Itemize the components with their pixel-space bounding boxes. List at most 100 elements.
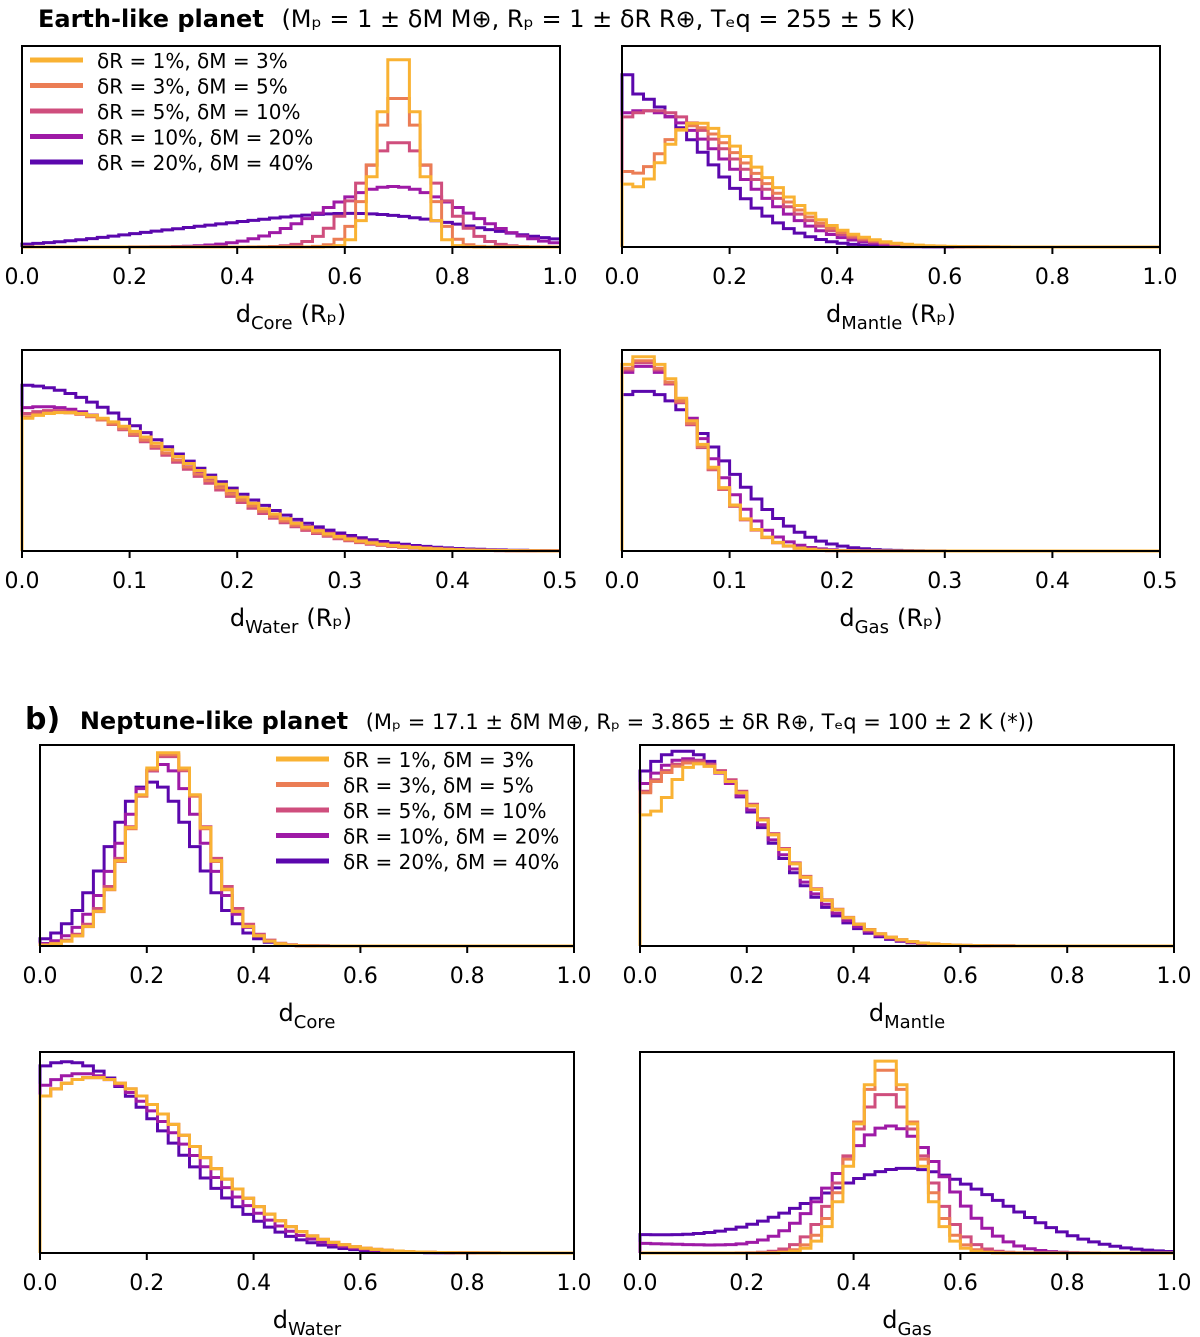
legend-label: δR = 5%, δM = 10% (343, 799, 546, 823)
legend-entry-4: δR = 10%, δM = 20% (276, 825, 559, 849)
legend-entry-1: δR = 1%, δM = 3% (276, 748, 534, 772)
series-line-3 (38, 1076, 574, 1255)
x-tick-label: 0.0 (605, 265, 640, 290)
x-tick-label: 0.2 (729, 964, 764, 989)
panel-a-mantle: 0.0 0.2 0.4 0.6 0.8 1.0 dMantle (Rₚ) (605, 45, 1178, 334)
x-tick-label: 0.4 (820, 265, 855, 290)
legend-entry-5: δR = 20%, δM = 40% (30, 151, 313, 175)
x-tick-label: 0.6 (943, 1271, 978, 1296)
x-tick-label: 0.0 (605, 569, 640, 594)
section-a-title-params: (Mₚ = 1 ± δM M⊕, Rₚ = 1 ± δR R⊕, Tₑq = 2… (281, 5, 915, 33)
x-tick-label: 0.1 (112, 569, 147, 594)
x-axis-label: dGas (Rₚ) (839, 604, 942, 638)
legend-label: δR = 5%, δM = 10% (97, 100, 300, 124)
axes-frame (639, 1051, 1175, 1254)
series-line-2 (620, 124, 1160, 249)
x-tick-label: 1.0 (557, 964, 592, 989)
legend-label: δR = 10%, δM = 20% (343, 825, 559, 849)
x-axis-label: dGas (882, 1306, 932, 1337)
series-line-1 (20, 411, 560, 553)
x-tick-label: 0.4 (236, 964, 271, 989)
x-tick-label: 0.4 (1035, 569, 1070, 594)
series-line-5 (20, 211, 560, 247)
x-tick-label: 0.2 (129, 964, 164, 989)
legend-label: δR = 20%, δM = 40% (343, 850, 559, 874)
series-line-1 (620, 121, 1160, 249)
x-tick-label: 0.8 (1035, 265, 1070, 290)
legend-entry-2: δR = 3%, δM = 5% (30, 75, 288, 99)
axes-frame (39, 744, 575, 947)
legend-label: δR = 1%, δM = 3% (97, 49, 288, 73)
x-tick-label: 0.3 (327, 569, 362, 594)
x-tick-label: 1.0 (557, 1271, 592, 1296)
x-tick-label: 0.5 (1143, 569, 1178, 594)
axes-frame (21, 45, 561, 248)
x-axis-label: dMantle (Rₚ) (826, 300, 956, 334)
series-line-3 (620, 109, 1160, 249)
x-tick-label: 0.3 (927, 569, 962, 594)
panel-a-core: 0.0 0.2 0.4 0.6 0.8 1.0 dCore (Rₚ) (5, 45, 578, 334)
series-line-1 (638, 762, 1174, 948)
series-line-5 (620, 389, 1160, 553)
legend-label: δR = 10%, δM = 20% (97, 126, 313, 150)
x-tick-label: 0.2 (220, 569, 255, 594)
series-line-1 (38, 1076, 574, 1255)
x-tick-label: 0.1 (712, 569, 747, 594)
x-tick-label: 0.0 (623, 964, 658, 989)
series-line-4 (638, 1124, 1174, 1255)
x-tick-label: 0.4 (220, 265, 255, 290)
axes-frame (21, 349, 561, 552)
x-tick-label: 0.2 (112, 265, 147, 290)
series-line-5 (38, 1060, 574, 1255)
x-tick-label: 0.0 (5, 569, 40, 594)
x-axis-label: dCore (279, 999, 336, 1033)
x-tick-label: 1.0 (1143, 265, 1178, 290)
x-tick-label: 0.2 (729, 1271, 764, 1296)
series-line-3 (638, 759, 1174, 948)
x-axis-label: dCore (Rₚ) (236, 300, 347, 334)
x-tick-label: 0.8 (435, 265, 470, 290)
legend-entry-4: δR = 10%, δM = 20% (30, 126, 313, 150)
panel-a-gas: 0.0 0.1 0.2 0.3 0.4 0.5 dGas (Rₚ) (605, 349, 1178, 638)
x-axis-label: dWater (Rₚ) (230, 604, 352, 638)
series-line-3 (20, 409, 560, 553)
x-tick-label: 0.4 (236, 1271, 271, 1296)
x-tick-label: 1.0 (1157, 1271, 1192, 1296)
series-line-3 (620, 361, 1160, 553)
series-line-2 (20, 410, 560, 553)
x-tick-label: 0.0 (623, 1271, 658, 1296)
axes-frame (621, 349, 1161, 552)
x-tick-label: 0.4 (836, 964, 871, 989)
x-tick-label: 0.8 (450, 964, 485, 989)
series-line-5 (620, 73, 1160, 249)
x-tick-label: 0.2 (129, 1271, 164, 1296)
x-tick-label: 0.0 (23, 964, 58, 989)
x-tick-label: 0.5 (543, 569, 578, 594)
panel-b-core: 0.0 0.2 0.4 0.6 0.8 1.0 dCore (23, 744, 592, 1033)
series-line-2 (38, 1076, 574, 1255)
legend-entry-3: δR = 5%, δM = 10% (30, 100, 300, 124)
x-tick-label: 0.6 (343, 1271, 378, 1296)
legend-section-a: δR = 1%, δM = 3%δR = 3%, δM = 5%δR = 5%,… (30, 49, 313, 175)
legend-entry-5: δR = 20%, δM = 40% (276, 850, 559, 874)
x-tick-label: 0.8 (1050, 964, 1085, 989)
x-tick-label: 0.8 (1050, 1271, 1085, 1296)
x-tick-label: 0.6 (327, 265, 362, 290)
legend-label: δR = 1%, δM = 3% (343, 748, 534, 772)
legend-entry-2: δR = 3%, δM = 5% (276, 774, 534, 798)
x-tick-label: 1.0 (1157, 964, 1192, 989)
x-tick-label: 0.2 (712, 265, 747, 290)
x-tick-label: 0.8 (450, 1271, 485, 1296)
x-tick-label: 0.2 (820, 569, 855, 594)
series-line-5 (638, 1166, 1174, 1253)
series-line-5 (638, 749, 1174, 948)
section-a-title-bold: Earth-like planet (38, 5, 264, 33)
legend-entry-1: δR = 1%, δM = 3% (30, 49, 288, 73)
legend-label: δR = 3%, δM = 5% (343, 774, 534, 798)
x-axis-label: dWater (273, 1306, 342, 1337)
x-tick-label: 1.0 (543, 265, 578, 290)
x-tick-label: 0.0 (5, 265, 40, 290)
x-tick-label: 0.6 (943, 964, 978, 989)
